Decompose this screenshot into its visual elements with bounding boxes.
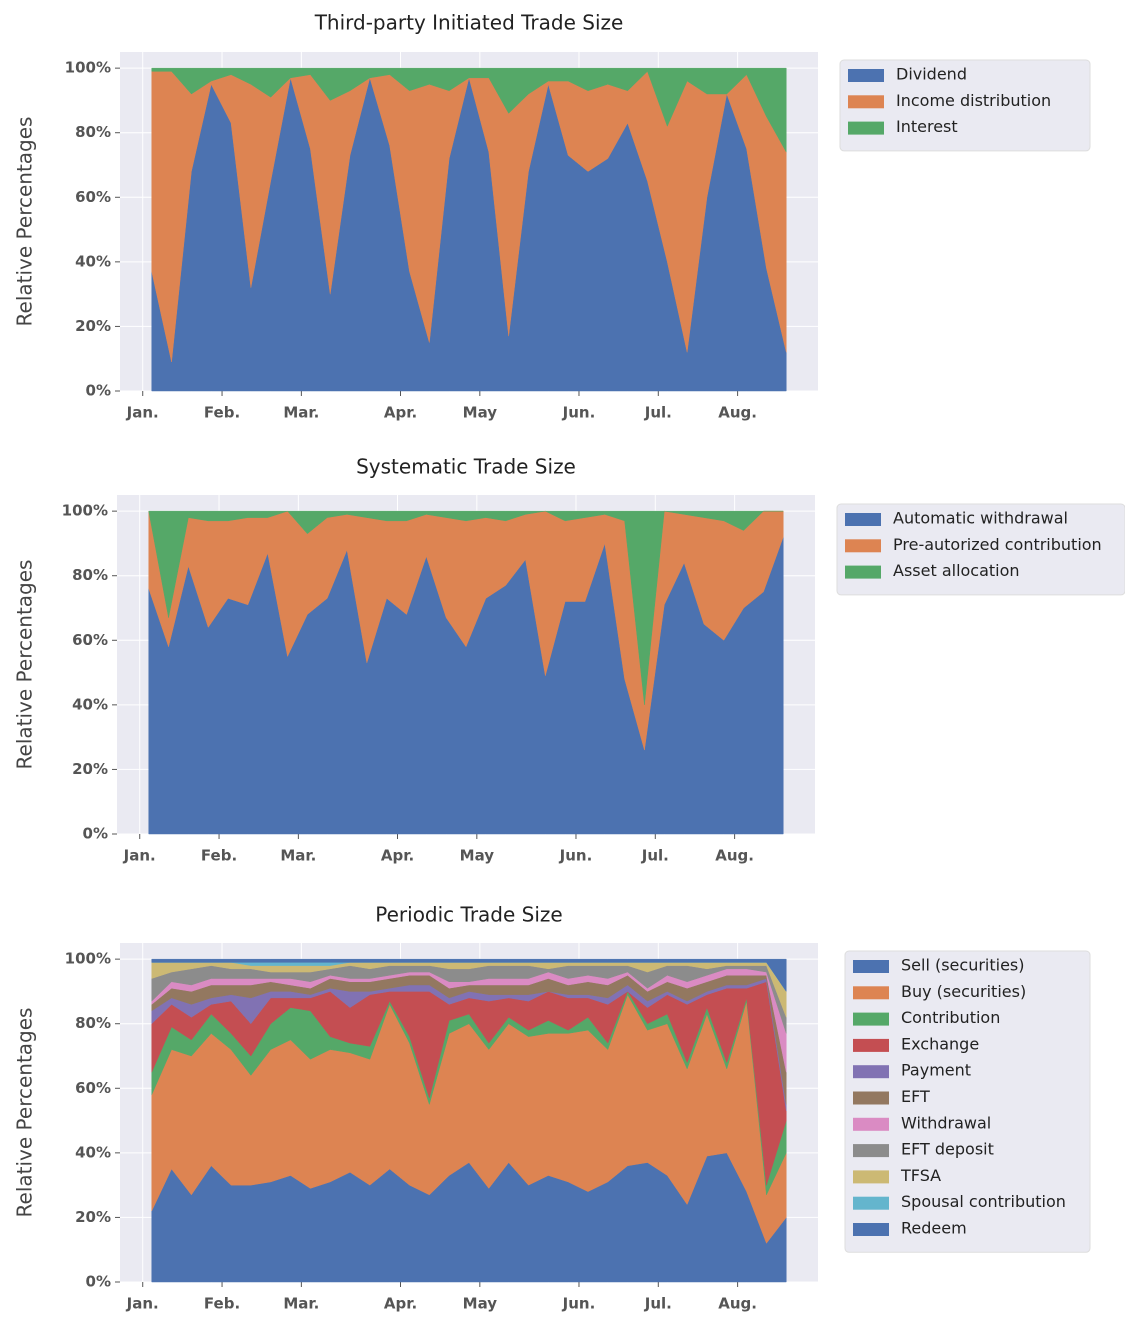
- y-tick-label: 60%: [75, 1079, 111, 1097]
- chart-title: Periodic Trade Size: [375, 903, 562, 927]
- y-axis-label: Relative Percentages: [13, 1008, 37, 1218]
- legend-label: Contribution: [901, 1008, 1000, 1027]
- area: [151, 67, 787, 154]
- x-tick-label: Feb.: [204, 1295, 240, 1313]
- x-tick-label: Mar.: [280, 847, 316, 865]
- x-tick-label: Mar.: [283, 1295, 319, 1313]
- legend-swatch: [853, 1144, 889, 1158]
- legend-swatch: [853, 960, 889, 973]
- legend-label: Payment: [901, 1061, 971, 1080]
- legend-swatch: [848, 121, 884, 135]
- x-tick-label: Jun.: [562, 404, 596, 422]
- y-tick-label: 0%: [86, 1273, 111, 1291]
- legend-label: Dividend: [896, 65, 967, 84]
- y-tick-label: 20%: [72, 760, 108, 778]
- y-tick-label: 20%: [75, 317, 111, 335]
- y-axis-label: Relative Percentages: [13, 117, 37, 327]
- legend-label: Sell (securities): [901, 956, 1025, 975]
- x-tick-label: Jul.: [644, 404, 672, 422]
- x-tick-label: Jul.: [644, 1295, 672, 1313]
- y-tick-label: 80%: [75, 1014, 111, 1032]
- area: [151, 958, 787, 993]
- x-tick-label: Aug.: [718, 1295, 757, 1313]
- legend-label: Automatic withdrawal: [893, 509, 1068, 528]
- legend-label: Spousal contribution: [901, 1192, 1066, 1211]
- x-tick-label: Apr.: [384, 404, 417, 422]
- legend-swatch: [853, 986, 889, 1000]
- legend-swatch: [853, 1038, 889, 1052]
- legend-swatch: [845, 513, 881, 526]
- legend-swatch: [853, 1223, 889, 1236]
- legend-label: TFSA: [900, 1166, 941, 1185]
- legend-swatch: [845, 565, 881, 579]
- x-tick-label: Feb.: [201, 847, 237, 865]
- y-tick-label: 40%: [75, 1143, 111, 1161]
- x-tick-label: May: [463, 1295, 498, 1313]
- legend-label: Pre-autorized contribution: [893, 535, 1102, 554]
- legend-swatch: [853, 1065, 889, 1079]
- legend-label: EFT: [901, 1087, 930, 1106]
- legend-box: [839, 59, 1091, 152]
- legend-label: Interest: [896, 117, 958, 136]
- legend-label: Buy (securities): [901, 982, 1026, 1001]
- legend-label: Exchange: [901, 1034, 979, 1053]
- legend-label: Withdrawal: [901, 1113, 991, 1132]
- y-tick-label: 100%: [62, 502, 108, 520]
- legend-label: Income distribution: [896, 91, 1051, 110]
- legend-swatch: [853, 1170, 889, 1184]
- legend-label: Asset allocation: [893, 561, 1020, 580]
- legend-box: [836, 503, 1125, 596]
- legend-box: [844, 950, 1091, 1253]
- x-tick-label: Jun.: [559, 847, 593, 865]
- x-tick-label: Apr.: [384, 1295, 417, 1313]
- x-tick-label: Jan.: [126, 1295, 159, 1313]
- chart-title: Third-party Initiated Trade Size: [314, 11, 624, 35]
- y-tick-label: 80%: [72, 566, 108, 584]
- x-tick-label: Jun.: [562, 1295, 596, 1313]
- legend-swatch: [845, 539, 881, 553]
- y-tick-label: 60%: [75, 188, 111, 206]
- y-tick-label: 100%: [65, 950, 111, 968]
- x-tick-label: Mar.: [283, 404, 319, 422]
- x-tick-label: Aug.: [718, 404, 757, 422]
- y-tick-label: 60%: [72, 631, 108, 649]
- y-tick-label: 0%: [83, 825, 108, 843]
- y-tick-label: 100%: [65, 59, 111, 77]
- y-tick-label: 0%: [86, 382, 111, 400]
- legend-label: Redeem: [901, 1219, 967, 1238]
- y-axis-label: Relative Percentages: [13, 560, 37, 770]
- y-tick-label: 40%: [72, 695, 108, 713]
- legend-swatch: [848, 69, 884, 82]
- x-tick-label: Aug.: [715, 847, 754, 865]
- legend-swatch: [853, 1012, 889, 1026]
- x-tick-label: Feb.: [204, 404, 240, 422]
- x-tick-label: Jan.: [126, 404, 159, 422]
- legend-swatch: [848, 95, 884, 109]
- legend-swatch: [853, 1091, 889, 1105]
- y-tick-label: 80%: [75, 123, 111, 141]
- legend-swatch: [853, 1196, 889, 1210]
- x-tick-label: May: [463, 404, 498, 422]
- x-tick-label: Jan.: [123, 847, 156, 865]
- y-tick-label: 40%: [75, 252, 111, 270]
- x-tick-label: Jul.: [641, 847, 669, 865]
- x-tick-label: May: [460, 847, 495, 865]
- chart-title: Systematic Trade Size: [356, 455, 576, 479]
- y-tick-label: 20%: [75, 1208, 111, 1226]
- x-tick-label: Apr.: [381, 847, 414, 865]
- legend-label: EFT deposit: [901, 1140, 994, 1159]
- legend-swatch: [853, 1117, 889, 1131]
- area: [148, 510, 784, 705]
